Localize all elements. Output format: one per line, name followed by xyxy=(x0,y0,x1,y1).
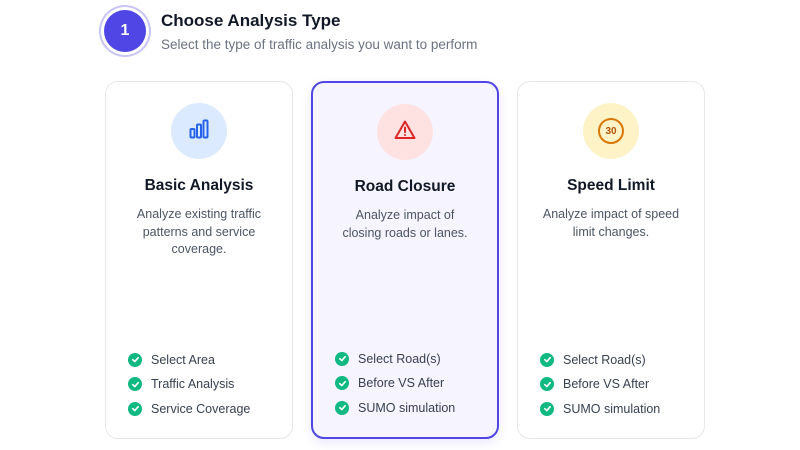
step-number-badge: 1 xyxy=(104,10,146,52)
feature-list: Select Area Traffic Analysis Service Cov… xyxy=(128,348,250,422)
step-header: 1 Choose Analysis Type Select the type o… xyxy=(104,8,477,55)
check-circle-icon xyxy=(335,376,349,391)
feature-label: Before VS After xyxy=(358,376,445,391)
check-circle-icon xyxy=(128,401,142,416)
check-circle-icon xyxy=(128,352,142,367)
feature-item: Select Road(s) xyxy=(335,347,455,372)
feature-label: Before VS After xyxy=(563,377,650,392)
icon-circle xyxy=(171,103,227,159)
warning-triangle-icon xyxy=(393,118,417,147)
analysis-card-road-closure[interactable]: Road Closure Analyze impact of closing r… xyxy=(311,81,499,439)
feature-list: Select Road(s) Before VS After SUMO simu… xyxy=(335,347,455,421)
check-circle-icon xyxy=(335,351,349,366)
card-title: Speed Limit xyxy=(567,177,655,194)
feature-label: Traffic Analysis xyxy=(151,377,235,392)
feature-list: Select Road(s) Before VS After SUMO simu… xyxy=(540,348,660,422)
feature-label: SUMO simulation xyxy=(358,400,456,415)
step-subtitle: Select the type of traffic analysis you … xyxy=(161,37,478,52)
analysis-card-basic[interactable]: Basic Analysis Analyze existing traffic … xyxy=(105,81,293,439)
feature-item: Select Road(s) xyxy=(540,348,660,373)
feature-item: Before VS After xyxy=(335,371,455,396)
feature-item: Service Coverage xyxy=(128,397,250,422)
speed-limit-sign-icon: 30 xyxy=(598,118,624,144)
feature-item: Traffic Analysis xyxy=(128,372,250,397)
check-circle-icon xyxy=(540,377,554,392)
check-circle-icon xyxy=(540,352,554,367)
feature-item: SUMO simulation xyxy=(540,397,660,422)
feature-label: Service Coverage xyxy=(151,401,251,416)
card-description: Analyze impact of closing roads or lanes… xyxy=(342,208,468,240)
analysis-card-speed-limit[interactable]: 30 Speed Limit Analyze impact of speed l… xyxy=(517,81,705,439)
check-circle-icon xyxy=(128,377,142,392)
feature-item: SUMO simulation xyxy=(335,396,455,421)
card-title: Road Closure xyxy=(354,178,456,195)
step-text: Choose Analysis Type Select the type of … xyxy=(161,8,477,55)
check-circle-icon xyxy=(335,400,349,415)
feature-label: Select Road(s) xyxy=(358,351,441,366)
analysis-type-options: Basic Analysis Analyze existing traffic … xyxy=(105,81,705,439)
icon-circle xyxy=(377,104,433,160)
feature-label: Select Road(s) xyxy=(563,352,646,367)
feature-label: Select Area xyxy=(151,352,215,367)
feature-item: Select Area xyxy=(128,348,250,373)
icon-circle: 30 xyxy=(583,103,639,159)
check-circle-icon xyxy=(540,401,554,416)
feature-label: SUMO simulation xyxy=(563,401,661,416)
step-title: Choose Analysis Type xyxy=(161,11,341,30)
bar-chart-icon xyxy=(187,117,211,146)
card-title: Basic Analysis xyxy=(144,177,254,194)
card-description: Analyze impact of speed limit changes. xyxy=(542,207,680,239)
card-description: Analyze existing traffic patterns and se… xyxy=(136,207,262,256)
feature-item: Before VS After xyxy=(540,372,660,397)
